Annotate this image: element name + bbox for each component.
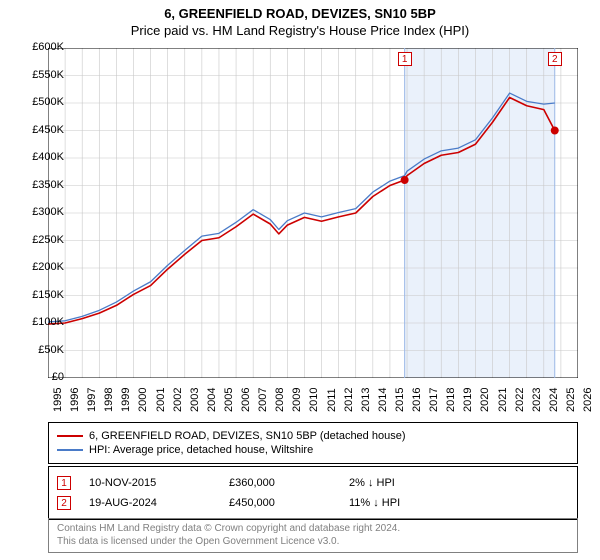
x-tick-label: 2003 — [189, 388, 201, 412]
x-tick-label: 2025 — [565, 388, 577, 412]
x-tick-label: 2014 — [377, 388, 389, 412]
x-tick-label: 1996 — [69, 388, 81, 412]
x-tick-label: 2005 — [223, 388, 235, 412]
x-tick-label: 2019 — [462, 388, 474, 412]
x-tick-label: 2026 — [582, 388, 594, 412]
credit-box: Contains HM Land Registry data © Crown c… — [48, 518, 578, 553]
transaction-diff: 11% ↓ HPI — [349, 497, 400, 509]
chart-root: 6, GREENFIELD ROAD, DEVIZES, SN10 5BP Pr… — [0, 0, 600, 560]
x-tick-label: 2009 — [291, 388, 303, 412]
x-tick-label: 2012 — [343, 388, 355, 412]
x-tick-label: 2001 — [155, 388, 167, 412]
y-tick-label: £400K — [14, 151, 64, 163]
x-tick-label: 1999 — [120, 388, 132, 412]
x-tick-label: 2004 — [206, 388, 218, 412]
y-tick-label: £300K — [14, 206, 64, 218]
x-tick-label: 1995 — [52, 388, 64, 412]
x-tick-label: 2017 — [428, 388, 440, 412]
transaction-row: 2 19-AUG-2024£450,00011% ↓ HPI — [57, 493, 569, 513]
legend-swatch — [57, 435, 83, 437]
credit-line-2: This data is licensed under the Open Gov… — [57, 536, 569, 549]
title-sub: Price paid vs. HM Land Registry's House … — [0, 21, 600, 46]
credit-line-1: Contains HM Land Registry data © Crown c… — [57, 523, 569, 536]
x-tick-label: 2023 — [531, 388, 543, 412]
y-tick-label: £450K — [14, 124, 64, 136]
x-tick-label: 2024 — [548, 388, 560, 412]
transaction-date: 10-NOV-2015 — [89, 477, 229, 489]
transaction-diff: 2% ↓ HPI — [349, 477, 395, 489]
x-tick-label: 2015 — [394, 388, 406, 412]
y-tick-label: £200K — [14, 261, 64, 273]
x-tick-label: 2018 — [445, 388, 457, 412]
x-tick-label: 2007 — [257, 388, 269, 412]
transaction-price: £450,000 — [229, 497, 349, 509]
y-tick-label: £550K — [14, 69, 64, 81]
x-tick-label: 2010 — [308, 388, 320, 412]
y-tick-label: £50K — [14, 344, 64, 356]
x-tick-label: 2002 — [172, 388, 184, 412]
x-tick-label: 2021 — [497, 388, 509, 412]
plot-svg — [48, 48, 578, 378]
marker-box: 2 — [548, 52, 562, 66]
transaction-marker: 1 — [57, 476, 71, 490]
legend-swatch — [57, 449, 83, 451]
transaction-marker: 2 — [57, 496, 71, 510]
x-tick-label: 2006 — [240, 388, 252, 412]
transaction-row: 1 10-NOV-2015£360,0002% ↓ HPI — [57, 473, 569, 493]
transaction-date: 19-AUG-2024 — [89, 497, 229, 509]
legend-label: 6, GREENFIELD ROAD, DEVIZES, SN10 5BP (d… — [89, 430, 406, 442]
x-tick-label: 2011 — [326, 388, 338, 412]
marker-box: 1 — [398, 52, 412, 66]
plot-area — [48, 48, 578, 378]
legend-label: HPI: Average price, detached house, Wilt… — [89, 444, 313, 456]
x-tick-label: 1998 — [103, 388, 115, 412]
x-tick-label: 2016 — [411, 388, 423, 412]
y-tick-label: £150K — [14, 289, 64, 301]
x-tick-label: 2022 — [514, 388, 526, 412]
legend-item: HPI: Average price, detached house, Wilt… — [57, 443, 569, 457]
x-tick-label: 2013 — [360, 388, 372, 412]
x-tick-label: 2000 — [137, 388, 149, 412]
transactions-box: 1 10-NOV-2015£360,0002% ↓ HPI 2 19-AUG-2024… — [48, 466, 578, 520]
x-tick-label: 2020 — [479, 388, 491, 412]
x-tick-label: 1997 — [86, 388, 98, 412]
y-tick-label: £250K — [14, 234, 64, 246]
transaction-price: £360,000 — [229, 477, 349, 489]
y-tick-label: £600K — [14, 41, 64, 53]
x-tick-label: 2008 — [274, 388, 286, 412]
legend-item: 6, GREENFIELD ROAD, DEVIZES, SN10 5BP (d… — [57, 429, 569, 443]
y-tick-label: £100K — [14, 316, 64, 328]
y-tick-label: £0 — [14, 371, 64, 383]
y-tick-label: £500K — [14, 96, 64, 108]
title-main: 6, GREENFIELD ROAD, DEVIZES, SN10 5BP — [0, 0, 600, 21]
legend-box: 6, GREENFIELD ROAD, DEVIZES, SN10 5BP (d… — [48, 422, 578, 464]
y-tick-label: £350K — [14, 179, 64, 191]
